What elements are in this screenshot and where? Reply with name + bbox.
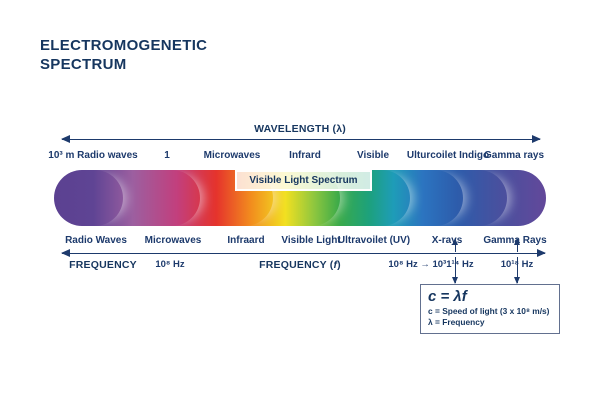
visible-light-spectrum-label: Visible Light Spectrum (249, 175, 358, 186)
top-label-microwaves: Microwaves (203, 150, 261, 161)
frequency-label-center: FREQUENCY (f) (259, 259, 341, 271)
arrowhead-up-icon (451, 238, 458, 245)
formula-line-speed-of-light: c = Speed of light (3 x 10⁸ m/s) (428, 306, 550, 316)
arrowhead-down-icon (513, 277, 520, 284)
page-title: ELECTROMOGENETIC SPECTRUM (40, 36, 207, 74)
top-label-radio-waves: 10³ m Radio waves (48, 150, 138, 161)
top-label-visible: Visible (356, 150, 390, 161)
arrowhead-right-icon (532, 134, 541, 143)
formula-line-frequency: λ = Frequency (428, 317, 485, 327)
wavelength-arrow (61, 134, 541, 143)
frequency-label-center-post: ) (337, 259, 341, 271)
title-line-2: SPECTRUM (40, 56, 127, 73)
frequency-value-mid: 10⁸ Hz → 10³1¹⁴ Hz (388, 259, 474, 270)
arrowhead-left-icon (61, 134, 70, 143)
formula-text: c = λf (428, 288, 467, 305)
visible-light-spectrum-badge: Visible Light Spectrum (235, 170, 372, 191)
arrowhead-left-icon (61, 248, 70, 257)
top-label-infrared: Infrard (289, 150, 321, 161)
bottom-label-microwaves: Microwaves (144, 235, 202, 246)
gamma-down-arrow (513, 257, 520, 284)
frequency-value-right: 10¹⁸ Hz (500, 259, 534, 270)
bottom-label-radio-waves: Radio Waves (65, 235, 127, 246)
frequency-label-center-pre: FREQUENCY ( (259, 259, 334, 271)
bottom-label-ultraviolet: Ultravoilet (UV) (337, 235, 411, 246)
arrowhead-down-icon (451, 277, 458, 284)
bottom-label-visible-light: Visible Light (281, 235, 341, 246)
top-label-ultraviolet: Ulturcoilet Indigo (406, 150, 490, 161)
formula-box: c = λf c = Speed of light (3 x 10⁸ m/s) … (420, 284, 560, 334)
frequency-value-left: 10⁸ Hz (155, 259, 185, 270)
frequency-label-left: FREQUENCY (69, 259, 137, 271)
bottom-label-infrared: Infraard (227, 235, 265, 246)
gamma-up-arrow (513, 238, 520, 252)
arrowhead-up-icon (513, 238, 520, 245)
x-rays-down-arrow (451, 257, 458, 284)
frequency-arrow (61, 248, 546, 257)
frequency-label-center-var: f (333, 259, 338, 271)
top-label-gamma-rays: Gamma rays (483, 150, 545, 161)
top-label-one: 1 (164, 150, 170, 161)
title-line-1: ELECTROMOGENETIC (40, 37, 208, 54)
bottom-label-x-rays: X-rays (431, 235, 463, 246)
arrowhead-right-icon (537, 248, 546, 257)
x-rays-up-arrow (451, 238, 458, 252)
wavelength-axis-label: WAVELENGTH (λ) (254, 123, 346, 135)
